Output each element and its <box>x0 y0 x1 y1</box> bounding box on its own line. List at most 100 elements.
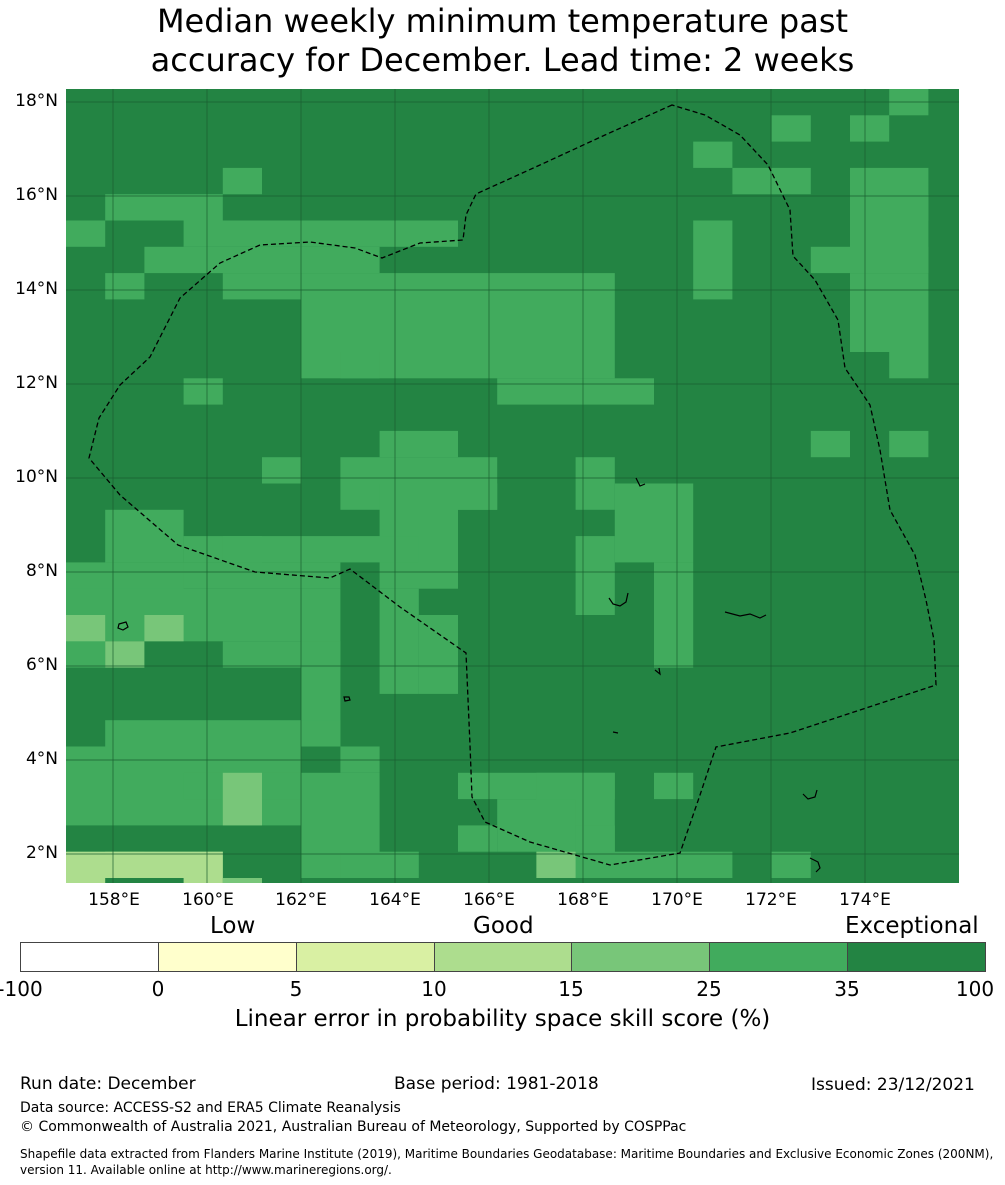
skill-cell <box>497 799 576 852</box>
colorbar-tick: 25 <box>696 977 722 1001</box>
skill-cell <box>105 720 341 747</box>
colorbar-tick: 35 <box>834 977 860 1001</box>
skill-cell <box>262 220 458 247</box>
island <box>724 611 767 619</box>
colorbar-tick: 5 <box>289 977 303 1001</box>
skill-cell <box>732 167 811 195</box>
skill-cell <box>497 378 654 405</box>
lat-label: 10°N <box>15 467 58 487</box>
skill-cell <box>222 167 262 195</box>
lat-label: 18°N <box>15 91 58 111</box>
colorbar-swatch <box>20 942 159 972</box>
colorbar-swatch <box>296 942 435 972</box>
colorbar-category-exceptional: Exceptional <box>845 913 979 939</box>
island <box>809 857 821 873</box>
lat-label: 12°N <box>15 373 58 393</box>
skill-cell <box>222 878 262 883</box>
skill-cell <box>105 194 223 221</box>
lat-label: 14°N <box>15 279 58 299</box>
skill-cell <box>105 273 145 300</box>
skill-cell <box>771 115 811 142</box>
skill-cell <box>66 220 106 247</box>
skill-cell <box>458 483 498 510</box>
island <box>654 667 661 676</box>
skill-cell <box>771 851 811 878</box>
lat-label: 6°N <box>25 655 58 675</box>
skill-cell <box>614 483 694 563</box>
skill-cell <box>693 141 733 168</box>
skill-cell <box>889 352 929 379</box>
skill-cell <box>66 588 302 642</box>
skill-cell <box>458 825 498 852</box>
island <box>117 621 129 631</box>
skill-cell <box>379 430 458 458</box>
run-date: Run date: December <box>20 1074 196 1094</box>
skill-cell <box>66 878 106 883</box>
shapefile-credit-line-2: version 11. Available online at http://w… <box>20 1163 392 1177</box>
issued-date: Issued: 23/12/2021 <box>811 1075 975 1095</box>
island <box>635 477 646 487</box>
skill-cell <box>654 772 694 800</box>
island-outlines <box>117 477 821 873</box>
title-line-2: accuracy for December. Lead time: 2 week… <box>150 41 855 79</box>
skill-cell <box>183 220 262 247</box>
island <box>802 789 818 800</box>
base-period: Base period: 1981-2018 <box>394 1074 599 1094</box>
skill-cell <box>810 430 850 458</box>
shapefile-credit-line-1: Shapefile data extracted from Flanders M… <box>20 1147 994 1161</box>
eez-boundary <box>88 104 937 866</box>
skill-cell <box>340 851 419 878</box>
skill-cell <box>379 588 419 694</box>
colorbar-swatch <box>434 942 572 972</box>
skill-map <box>66 89 959 883</box>
lon-label: 166°E <box>463 890 515 910</box>
skill-cell <box>575 536 615 615</box>
colorbar-tick: -100 <box>0 977 43 1001</box>
skill-cell <box>693 220 733 300</box>
skill-cell <box>418 615 458 668</box>
skill-cell <box>183 378 223 405</box>
skill-cell <box>418 667 458 694</box>
skill-cell <box>340 352 380 379</box>
colorbar-swatch <box>847 942 986 972</box>
skill-cell <box>144 246 380 274</box>
skill-cell <box>222 273 302 300</box>
lat-label: 8°N <box>25 561 58 581</box>
skill-cell <box>536 851 576 878</box>
lon-label: 174°E <box>839 890 891 910</box>
lon-label: 172°E <box>745 890 797 910</box>
lon-label: 162°E <box>275 890 327 910</box>
skill-cell <box>575 457 615 510</box>
skill-cell <box>222 772 262 826</box>
chart-title: Median weekly minimum temperature past a… <box>0 2 1005 80</box>
skill-cell <box>144 615 184 642</box>
colorbar-swatch <box>709 942 848 972</box>
skill-cell <box>850 194 929 274</box>
skill-cell <box>222 641 302 668</box>
lon-label: 170°E <box>651 890 703 910</box>
data-source: Data source: ACCESS-S2 and ERA5 Climate … <box>20 1100 401 1116</box>
lat-label: 2°N <box>25 843 58 863</box>
colorbar-swatch <box>158 942 297 972</box>
lat-label: 4°N <box>25 749 58 769</box>
title-line-1: Median weekly minimum temperature past <box>156 2 849 40</box>
colorbar-swatch <box>571 942 710 972</box>
lat-label: 16°N <box>15 185 58 205</box>
colorbar-tick: 15 <box>558 977 584 1001</box>
skill-cell <box>66 851 223 878</box>
island <box>612 731 619 734</box>
skill-cell <box>66 615 106 642</box>
lon-label: 164°E <box>369 890 421 910</box>
skill-cell <box>105 509 184 563</box>
colorbar-category-good: Good <box>473 913 534 939</box>
colorbar-tick: 100 <box>955 977 995 1001</box>
lon-label: 160°E <box>182 890 234 910</box>
skill-cell <box>105 641 145 668</box>
island <box>343 696 351 702</box>
skill-cell <box>262 457 302 484</box>
skill-cell <box>889 430 929 458</box>
skill-cells <box>66 89 929 883</box>
skill-cell <box>183 878 223 883</box>
shapefile-credit: Shapefile data extracted from Flanders M… <box>20 1146 1005 1178</box>
colorbar-category-low: Low <box>210 913 256 939</box>
